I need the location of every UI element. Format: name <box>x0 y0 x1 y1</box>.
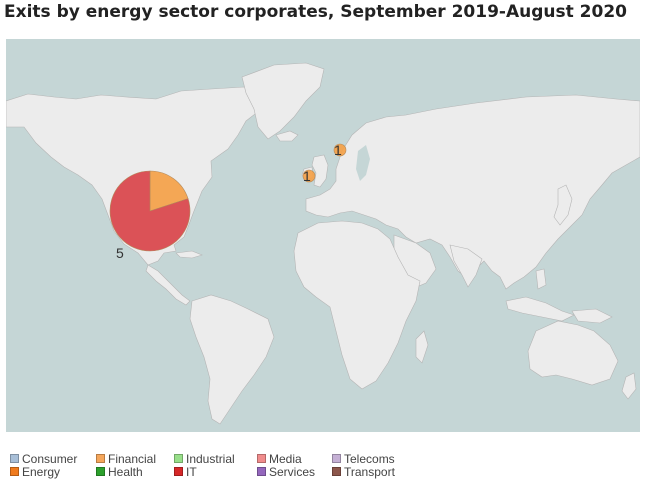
legend-swatch <box>174 467 183 476</box>
legend-item-health[interactable]: Health <box>96 464 143 479</box>
pie-marker-count: 1 <box>303 168 311 184</box>
madagascar <box>415 330 429 364</box>
greenland <box>241 62 325 140</box>
pie-marker-us-east[interactable]: 5 <box>109 170 191 261</box>
pie-marker-count: 5 <box>116 245 124 261</box>
legend-swatch <box>10 454 19 463</box>
central-america <box>145 264 191 306</box>
legend-label: Media <box>269 451 302 466</box>
legend-item-consumer[interactable]: Consumer <box>10 451 78 466</box>
legend-item-industrial[interactable]: Industrial <box>174 451 235 466</box>
philippines <box>535 268 547 290</box>
chart-title: Exits by energy sector corporates, Septe… <box>4 2 627 22</box>
indian-subcontinent <box>449 244 483 288</box>
legend-label: Telecoms <box>344 451 395 466</box>
pie-slice-it[interactable] <box>109 170 191 252</box>
legend-swatch <box>174 454 183 463</box>
japan <box>553 184 573 226</box>
pie-slice-energy[interactable] <box>302 169 316 183</box>
legend-label: Industrial <box>186 451 235 466</box>
pie-marker-uk[interactable]: 1 <box>302 168 316 184</box>
marker-layer: 5 1 1 <box>109 142 347 261</box>
legend-label: Transport <box>344 464 395 479</box>
legend-swatch <box>257 467 266 476</box>
pie-marker-count: 1 <box>334 142 342 158</box>
africa <box>293 220 421 390</box>
legend-swatch <box>332 454 341 463</box>
south-america <box>189 294 275 425</box>
legend-item-transport[interactable]: Transport <box>332 464 395 479</box>
legend-swatch <box>96 467 105 476</box>
legend-swatch <box>10 467 19 476</box>
baltic-sea <box>356 145 370 181</box>
great-britain <box>311 154 329 188</box>
iceland <box>275 130 299 142</box>
legend: Consumer Energy Financial Health Industrial I… <box>10 452 640 482</box>
legend-swatch <box>96 454 105 463</box>
pie-slice-energy[interactable] <box>333 143 347 157</box>
map-canvas: 5 1 1 <box>6 39 640 432</box>
pie-slice-energy[interactable] <box>149 170 189 212</box>
australia <box>527 320 619 386</box>
world-map[interactable]: 5 1 1 <box>6 39 640 432</box>
maritime-southeast-asia <box>505 296 575 322</box>
legend-swatch <box>257 454 266 463</box>
legend-item-energy[interactable]: Energy <box>10 464 61 479</box>
legend-label: Energy <box>22 464 61 479</box>
caribbean <box>175 250 203 259</box>
new-guinea <box>571 308 613 324</box>
legend-item-services[interactable]: Services <box>257 464 316 479</box>
legend-label: Health <box>108 464 143 479</box>
legend-label: Consumer <box>22 451 78 466</box>
pie-marker-norway[interactable]: 1 <box>333 142 347 158</box>
new-zealand <box>621 372 637 400</box>
legend-item-financial[interactable]: Financial <box>96 451 157 466</box>
legend-label: Services <box>269 464 316 479</box>
legend-item-it[interactable]: IT <box>174 464 197 479</box>
legend-label: IT <box>186 464 197 479</box>
eurasia <box>305 94 640 290</box>
legend-label: Financial <box>108 451 157 466</box>
legend-item-telecoms[interactable]: Telecoms <box>332 451 395 466</box>
legend-swatch <box>332 467 341 476</box>
legend-item-media[interactable]: Media <box>257 451 302 466</box>
